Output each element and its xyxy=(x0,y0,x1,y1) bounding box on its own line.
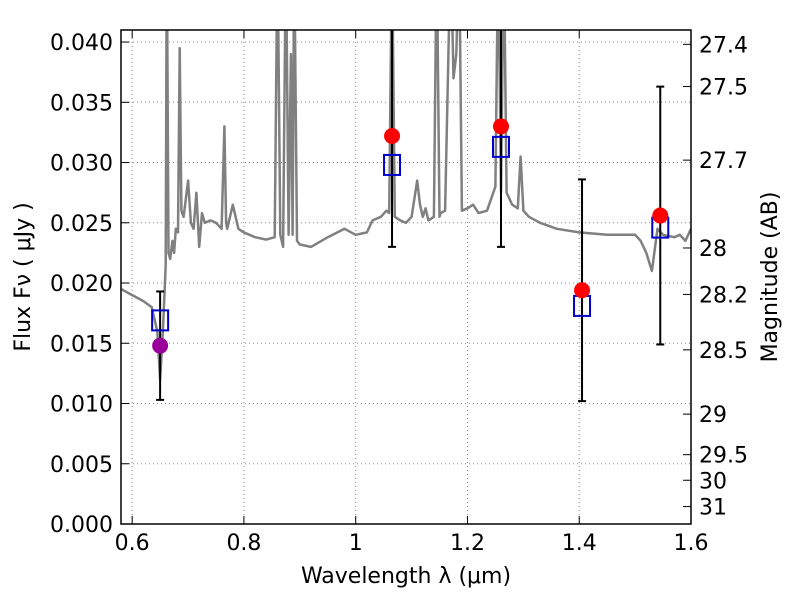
y-tick-label: 0.010 xyxy=(50,393,113,418)
y2-axis-label: Magnitude (AB) xyxy=(758,192,783,363)
plot-frame xyxy=(120,29,692,525)
spectrum-line xyxy=(121,30,691,381)
x-tick-label: 1 xyxy=(349,531,363,556)
model-point xyxy=(492,135,510,158)
observed-point xyxy=(152,337,169,354)
x-tick-label: 1.2 xyxy=(450,531,485,556)
observed-point xyxy=(652,207,669,224)
x-tick-label: 1.6 xyxy=(674,531,709,556)
y2-tick-label: 28.2 xyxy=(699,283,748,308)
x-tick-label: 0.8 xyxy=(226,531,261,556)
marker-layer xyxy=(151,118,670,354)
x-axis-label: Wavelength λ (μm) xyxy=(301,564,511,589)
y2-tick-label: 27.5 xyxy=(699,76,748,101)
y-tick-label: 0.040 xyxy=(50,31,113,56)
y2-tick-label: 27.7 xyxy=(699,149,748,174)
x-tick-label: 0.6 xyxy=(115,531,150,556)
y-tick-label: 0.030 xyxy=(50,152,113,177)
model-point xyxy=(151,309,170,332)
model-point xyxy=(383,153,402,176)
y-tick-label: 0.005 xyxy=(50,453,113,478)
observed-point xyxy=(384,128,401,145)
y-tick-label: 0.000 xyxy=(50,513,113,538)
observed-point xyxy=(574,282,591,299)
y2-tick-label: 29 xyxy=(699,403,727,428)
y-tick-label: 0.025 xyxy=(50,212,113,237)
y-tick-label: 0.015 xyxy=(50,332,113,357)
plot-area xyxy=(121,30,691,524)
y-tick-label: 0.035 xyxy=(50,91,113,116)
x-tick-label: 1.4 xyxy=(562,531,597,556)
tick-layer: 0.6 0.8 1 1.2 1.4 1.6 0.000 0.005 0.010 0.015 0.02… xyxy=(50,30,748,556)
y2-tick-label: 28 xyxy=(699,237,727,262)
observed-point xyxy=(493,118,509,135)
y2-tick-label: 27.4 xyxy=(699,33,748,58)
y2-tick-label: 29.5 xyxy=(699,444,748,469)
y-tick-label: 0.020 xyxy=(50,272,113,297)
y-axis-label: Flux Fν ( μJy ) xyxy=(11,202,36,351)
y2-tick-label: 28.5 xyxy=(699,339,748,364)
spectrum-layer xyxy=(121,30,691,381)
y2-tick-label: 30 xyxy=(699,469,727,494)
y2-tick-label: 31 xyxy=(699,496,727,521)
